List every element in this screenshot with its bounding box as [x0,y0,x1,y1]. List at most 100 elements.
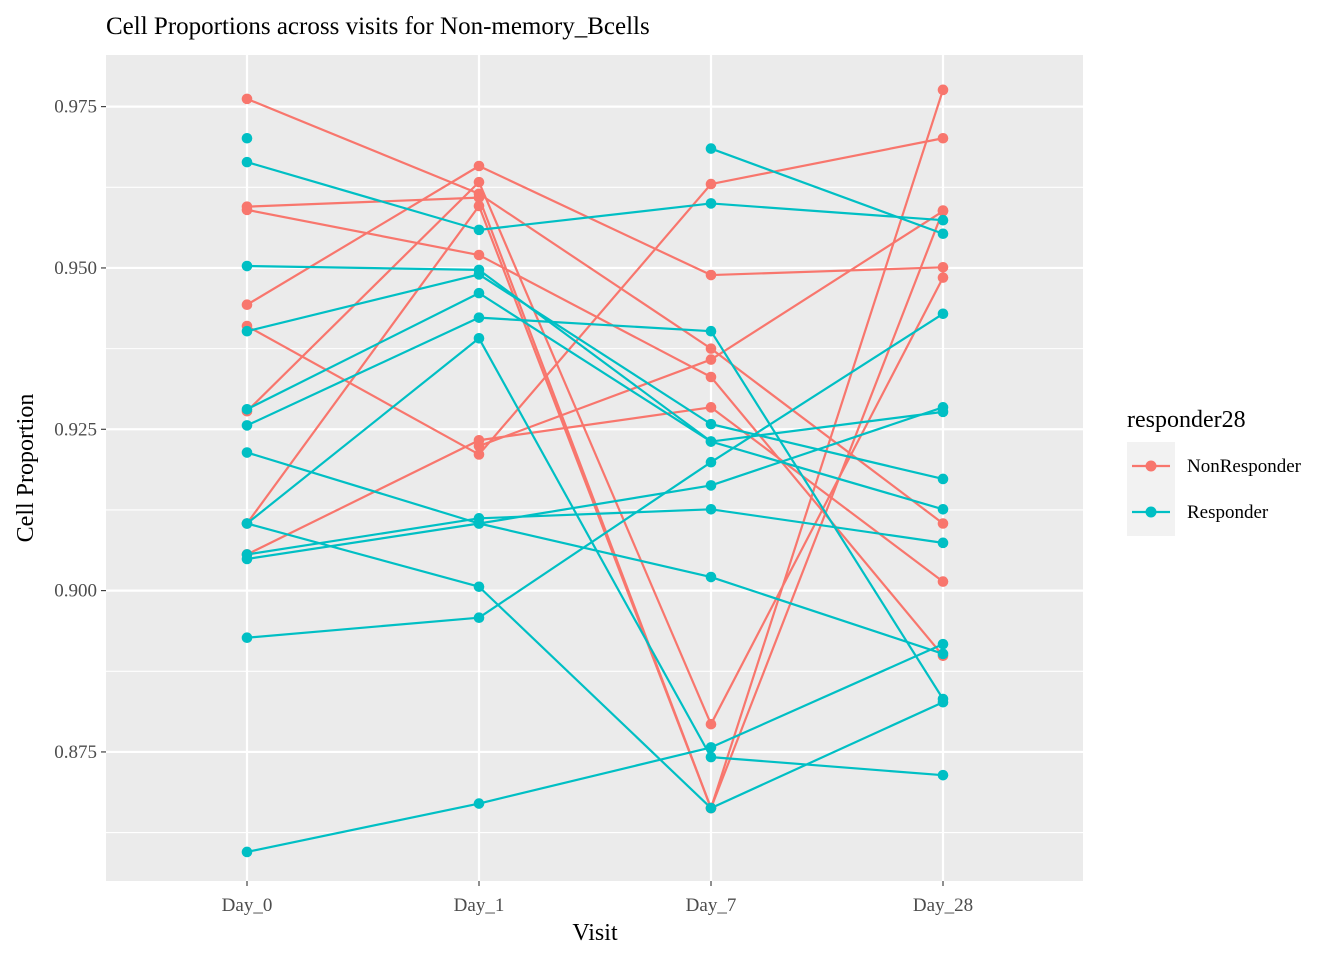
data-point-responder [937,473,949,485]
data-point-nonresponder [473,200,485,212]
series-line-responder [710,312,944,464]
legend-key-responder-point [1145,506,1157,518]
series-line-responder [478,461,712,619]
series-line-nonresponder [710,210,944,361]
series-line-responder [246,451,480,525]
data-point-nonresponder [705,269,717,281]
data-point-responder [473,312,485,323]
series-line-nonresponder [477,181,713,725]
data-point-nonresponder [937,518,949,529]
series-line-responder [246,161,480,231]
y-tick-label: 0.925 [54,419,97,440]
data-point-responder [473,581,485,593]
series-line-responder [478,746,712,805]
series-line-responder [710,202,944,222]
series-line-nonresponder [478,358,712,448]
series-line-responder [246,802,480,854]
data-point-nonresponder [241,204,253,216]
series-line-responder [710,147,944,235]
data-point-responder [473,287,485,299]
data-point-responder [937,228,949,240]
data-point-responder [241,156,253,168]
x-tick-label: Day_0 [222,895,273,916]
data-point-nonresponder [705,718,717,730]
data-point-nonresponder [937,262,949,273]
data-point-responder [705,751,717,763]
data-point-responder [705,143,717,154]
series-line-nonresponder [246,165,480,306]
series-line-responder [710,330,944,700]
data-point-nonresponder [705,402,717,413]
series-line-responder [710,701,944,810]
x-tick-label: Day_7 [686,895,737,916]
series-line-responder [478,273,712,426]
data-point-responder [705,571,717,583]
data-point-responder [241,403,253,415]
data-point-nonresponder [473,249,485,261]
data-point-nonresponder [473,449,485,460]
series-line-responder [246,273,480,333]
data-point-nonresponder [705,178,717,190]
data-point-nonresponder [937,84,949,96]
data-point-responder [241,447,253,458]
legend-label-nonresponder: NonResponder [1187,456,1302,477]
data-point-responder [705,325,717,337]
data-point-responder [473,798,485,809]
data-point-nonresponder [937,576,949,587]
series-line-responder [478,585,712,809]
data-point-responder [241,325,253,337]
series-line-nonresponder [246,97,480,195]
data-point-responder [705,418,717,430]
data-point-responder [241,553,253,565]
series-line-nonresponder [246,181,480,412]
data-point-responder [241,260,253,272]
data-point-responder [705,198,717,209]
series-line-responder [478,522,712,579]
series-line-nonresponder [709,210,945,809]
series-line-nonresponder [246,325,480,456]
series-line-nonresponder [246,205,480,525]
data-point-responder [937,648,949,660]
data-points [241,84,949,858]
data-point-responder [473,332,485,344]
data-point-responder [241,132,253,144]
legend-label-responder: Responder [1187,502,1269,523]
y-axis-ticks: 0.875 0.900 0.925 0.950 0.975 [54,97,106,763]
y-tick-label: 0.950 [54,258,97,279]
y-axis-label: Cell Proportion [13,394,39,543]
series-line-nonresponder [478,192,712,350]
chart-title: Cell Proportions across visits for Non-m… [106,13,650,40]
series-line-nonresponder [246,439,480,556]
series-line-responder [246,522,480,561]
x-tick-label: Day_28 [913,895,973,916]
legend-key-nonresponder-point [1145,460,1157,472]
data-point-responder [705,504,717,515]
data-point-nonresponder [705,371,717,383]
data-point-responder [937,504,949,515]
data-point-responder [705,742,717,753]
data-point-nonresponder [473,440,485,452]
series-line-responder [710,406,944,487]
data-point-nonresponder [937,272,949,283]
series-line-nonresponder [478,254,712,378]
data-point-nonresponder [473,160,485,172]
data-point-nonresponder [241,299,253,311]
data-point-responder [241,846,253,858]
data-point-nonresponder [473,176,485,188]
y-tick-label: 0.900 [54,581,97,602]
series-line-responder [710,643,944,749]
data-point-responder [473,269,485,280]
data-point-responder [937,696,949,708]
data-point-responder [705,436,717,447]
data-point-nonresponder [705,343,717,354]
series-line-responder [246,264,480,271]
data-point-responder [937,308,949,320]
data-point-responder [473,612,485,624]
data-point-responder [937,769,949,781]
series-line-responder [710,756,944,777]
series-line-nonresponder [710,277,944,725]
series-line-responder [710,440,944,511]
y-tick-label: 0.875 [54,742,97,763]
series-line-responder [246,337,480,525]
